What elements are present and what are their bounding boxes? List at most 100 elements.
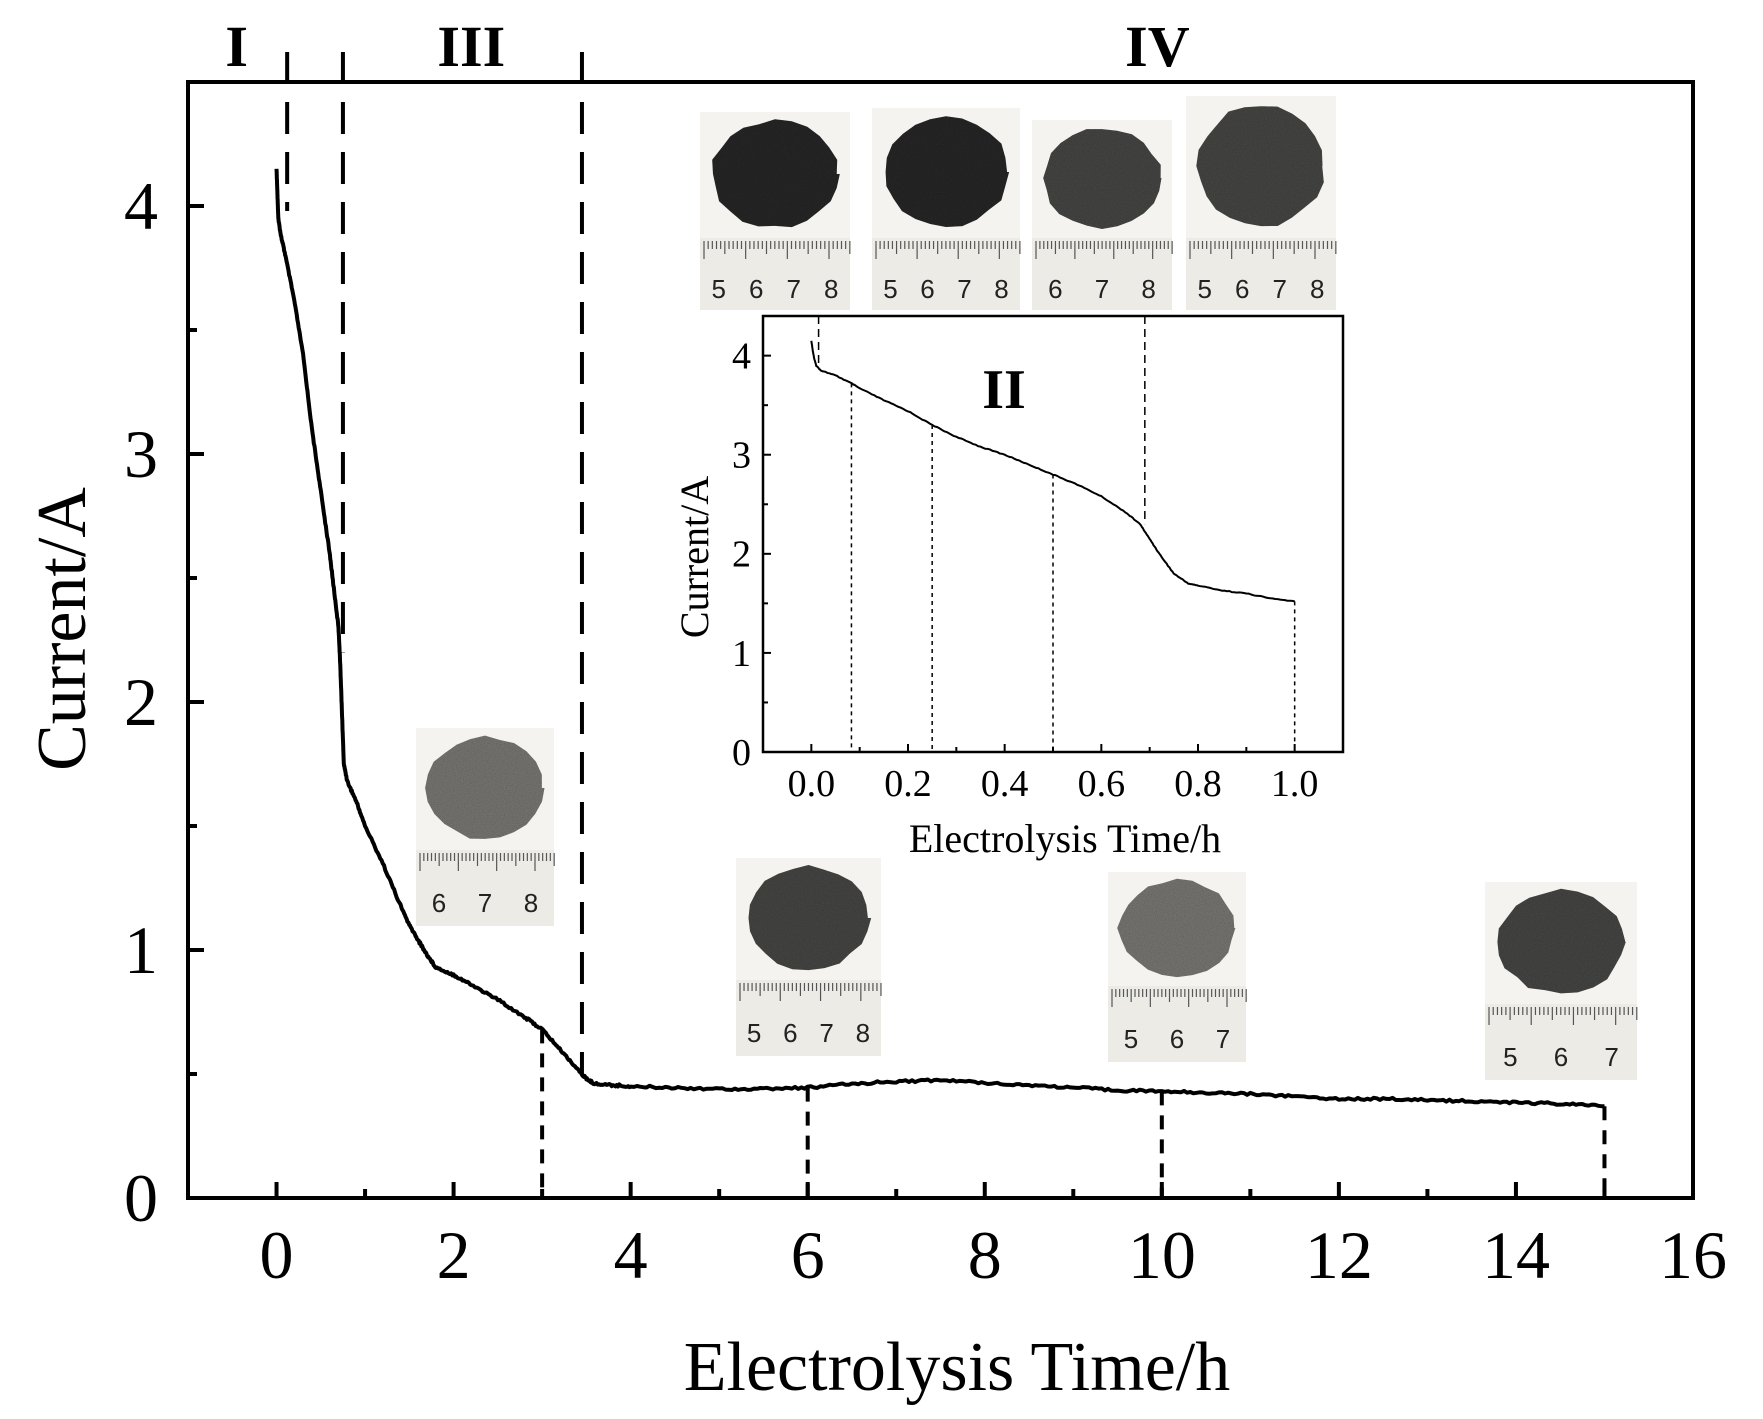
main-ytick-label: 0 — [124, 1160, 158, 1236]
inset-xtick-label: 0.4 — [981, 763, 1029, 805]
inset-ytick-label: 1 — [732, 633, 751, 675]
ruler-number: 5 — [747, 1018, 761, 1048]
main-guide-lines — [285, 52, 1607, 1198]
ruler-number: 7 — [957, 274, 971, 304]
ruler-number: 6 — [1170, 1024, 1184, 1054]
main-ytick-label: 4 — [124, 168, 158, 244]
ruler-number: 5 — [883, 274, 897, 304]
ruler-ticks — [703, 241, 851, 259]
ruler-number: 7 — [1273, 274, 1287, 304]
inset-ytick-label: 2 — [732, 534, 751, 576]
sample-powder — [748, 865, 872, 971]
main-y-axis: 0 1 2 3 4 — [124, 168, 204, 1236]
ruler-number: 7 — [1095, 274, 1109, 304]
main-plot-frame — [186, 80, 1695, 1200]
ruler-number: 7 — [787, 274, 801, 304]
inset-ytick-label: 3 — [732, 435, 751, 477]
sample-powder — [1196, 106, 1324, 227]
inset-x-axis: 0.0 0.2 0.4 0.6 0.8 1.0 — [788, 744, 1319, 805]
ruler-number: 8 — [824, 274, 838, 304]
sample-powder — [885, 116, 1010, 227]
main-y-axis-label: Current/A — [24, 487, 101, 771]
ruler-ticks — [1111, 989, 1247, 1007]
ruler-number: 7 — [1604, 1042, 1618, 1072]
ruler-ticks — [875, 241, 1021, 259]
ruler-number: 7 — [478, 888, 492, 918]
ruler-number: 6 — [1554, 1042, 1568, 1072]
main-current-series — [274, 168, 1605, 1109]
sample-powder — [712, 119, 840, 228]
ruler-number: 7 — [1216, 1024, 1230, 1054]
ruler-ticks — [1035, 241, 1173, 259]
main-sample-photos: 6 7 85 6 7 8 5 6 75 6 7 — [416, 728, 1638, 1080]
main-ytick-label: 1 — [124, 912, 158, 988]
ruler-number: 8 — [994, 274, 1008, 304]
main-xtick-label: 2 — [437, 1217, 471, 1293]
ruler-number: 6 — [920, 274, 934, 304]
main-xtick-label: 10 — [1128, 1217, 1196, 1293]
stage-label: III — [437, 14, 505, 79]
main-xtick-label: 12 — [1305, 1217, 1373, 1293]
main-sample-photo: 5 6 7 — [1485, 882, 1638, 1080]
ruler-number: 5 — [1503, 1042, 1517, 1072]
inset-y-axis: 0 1 2 3 4 — [732, 336, 771, 774]
inset-guide-lines — [817, 316, 1296, 752]
ruler-number: 5 — [1124, 1024, 1138, 1054]
ruler-number: 6 — [749, 274, 763, 304]
inset-y-axis-label: Current/A — [672, 476, 717, 638]
inset-sample-photo: 6 7 8 — [1032, 120, 1173, 310]
main-xtick-label: 8 — [968, 1217, 1002, 1293]
inset-xtick-label: 0.2 — [884, 763, 932, 805]
inset-xtick-label: 0.0 — [788, 763, 836, 805]
inset-ytick-label: 4 — [732, 336, 751, 378]
sample-powder — [1497, 888, 1626, 994]
sample-powder — [1117, 878, 1236, 978]
main-sample-photo: 6 7 8 — [416, 728, 555, 926]
stage-label: I — [225, 14, 248, 79]
ruler-number: 6 — [1048, 274, 1062, 304]
ruler-number: 8 — [1310, 274, 1324, 304]
ruler-number: 7 — [819, 1018, 833, 1048]
main-ytick-label: 2 — [124, 664, 158, 740]
ruler-number: 8 — [1141, 274, 1155, 304]
main-xtick-label: 4 — [614, 1217, 648, 1293]
main-xtick-label: 14 — [1482, 1217, 1550, 1293]
main-x-axis-label: Electrolysis Time/h — [684, 1329, 1230, 1406]
main-xtick-label: 16 — [1659, 1217, 1727, 1293]
ruler-number: 5 — [1198, 274, 1212, 304]
sample-powder — [425, 735, 545, 839]
main-xtick-label: 0 — [260, 1217, 294, 1293]
main-xtick-label: 6 — [791, 1217, 825, 1293]
main-sample-photo: 5 6 7 — [1108, 872, 1247, 1062]
ruler-number: 6 — [432, 888, 446, 918]
main-ytick-label: 3 — [124, 416, 158, 492]
inset-chart: 0.0 0.2 0.4 0.6 0.8 1.0 0 1 2 3 4 II Electrolysis… — [672, 310, 1348, 861]
ruler-ticks — [1189, 241, 1337, 259]
ruler-ticks — [419, 853, 555, 871]
inset-xtick-label: 1.0 — [1271, 763, 1319, 805]
ruler-number: 8 — [856, 1018, 870, 1048]
inset-xtick-label: 0.8 — [1174, 763, 1222, 805]
ruler-number: 5 — [712, 274, 726, 304]
main-x-axis: 0 2 4 6 8 10 12 14 16 — [260, 1182, 1727, 1293]
inset-xtick-label: 0.6 — [1078, 763, 1126, 805]
inset-current-series — [810, 340, 1295, 603]
main-stage-labels: I III IV — [225, 14, 1189, 79]
inset-stage-label: II — [982, 359, 1026, 421]
ruler-number: 6 — [1235, 274, 1249, 304]
ruler-number: 8 — [524, 888, 538, 918]
stage-label: IV — [1125, 14, 1190, 79]
ruler-number: 6 — [783, 1018, 797, 1048]
inset-ytick-label: 0 — [732, 732, 751, 774]
inset-x-axis-label: Electrolysis Time/h — [909, 816, 1221, 861]
sample-powder — [1043, 129, 1162, 229]
ruler-ticks — [739, 983, 882, 1001]
ruler-ticks — [1488, 1007, 1638, 1025]
